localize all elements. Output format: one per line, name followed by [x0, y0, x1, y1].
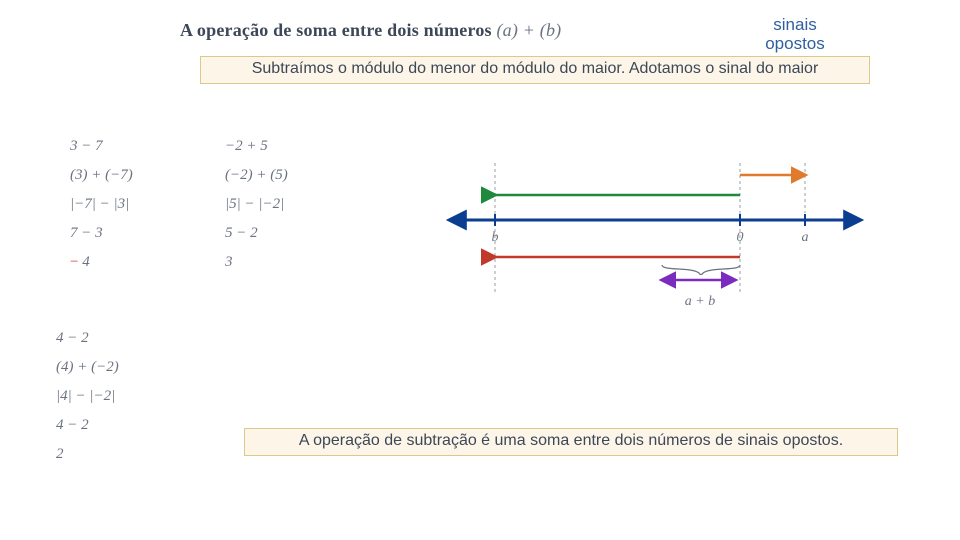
- c2-r1: −2 + 5: [225, 138, 288, 155]
- c1-r10: 2: [56, 446, 119, 463]
- c1-r5: − 4: [70, 254, 133, 271]
- worked-example-col1: 3 − 7 (3) + (−7) |−7| − |3| 7 − 3 − 4: [70, 138, 133, 283]
- c1-r5-num: 4: [82, 254, 90, 270]
- label-zero: 0: [737, 230, 744, 245]
- label-b: b: [492, 230, 499, 245]
- signs-tag-line1: sinais: [750, 16, 840, 35]
- c2-r4: 5 − 2: [225, 225, 288, 242]
- c1-r9: 4 − 2: [56, 417, 119, 434]
- c1-r4: 7 − 3: [70, 225, 133, 242]
- guide-lines: [495, 163, 805, 295]
- c2-r2: (−2) + (5): [225, 167, 288, 184]
- title-math: (a) + (b): [496, 20, 561, 40]
- c2-r3: |5| − |−2|: [225, 196, 288, 213]
- label-a: a: [802, 230, 809, 245]
- c1-r2: (3) + (−7): [70, 167, 133, 184]
- c1-r3: |−7| − |3|: [70, 196, 133, 213]
- title-bold: A operação de soma entre dois números: [180, 20, 492, 40]
- c2-r5: 3: [225, 254, 288, 271]
- worked-example-col2: −2 + 5 (−2) + (5) |5| − |−2| 5 − 2 3: [225, 138, 288, 283]
- worked-example-col1b: 4 − 2 (4) + (−2) |4| − |−2| 4 − 2 2: [56, 330, 119, 475]
- c1-r7: (4) + (−2): [56, 359, 119, 376]
- rule-box: Subtraímos o módulo do menor do módulo d…: [200, 56, 870, 84]
- conclusion-box: A operação de subtração é uma soma entre…: [244, 428, 898, 456]
- c1-r1: 3 − 7: [70, 138, 133, 155]
- page-title: A operação de soma entre dois números (a…: [180, 20, 561, 41]
- brace-a-plus-b: [662, 265, 740, 275]
- label-a-plus-b: a + b: [685, 294, 715, 309]
- c1-r5-sign: −: [70, 254, 78, 270]
- c1-r8: |4| − |−2|: [56, 388, 119, 405]
- number-line-diagram: b 0 a a + b: [440, 145, 870, 345]
- c1-r6: 4 − 2: [56, 330, 119, 347]
- signs-tag-line2: opostos: [750, 35, 840, 54]
- signs-tag: sinais opostos: [750, 16, 840, 53]
